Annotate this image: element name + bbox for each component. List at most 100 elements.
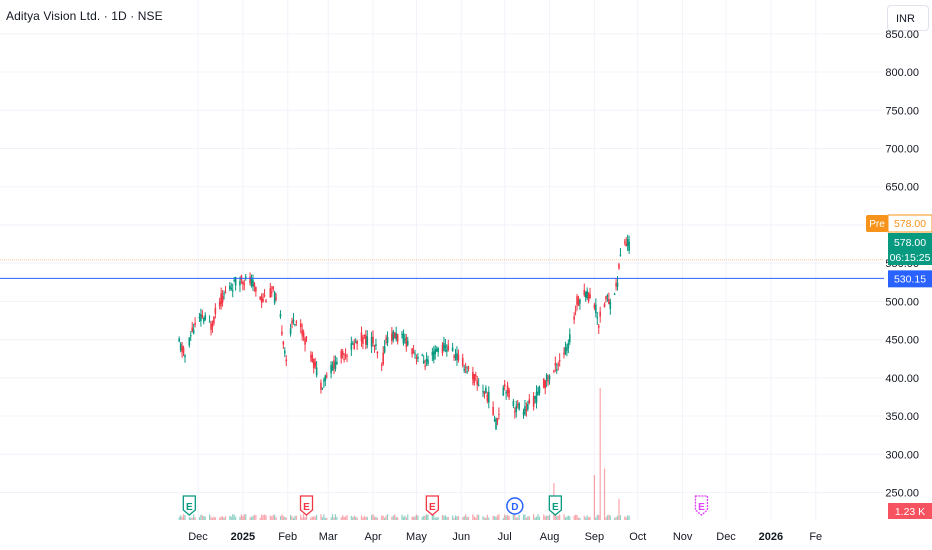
candle-body (626, 238, 629, 246)
volume-bar (372, 514, 374, 520)
candle-body (285, 359, 288, 362)
candle-body (334, 361, 337, 370)
volume-bar (255, 515, 257, 520)
volume-bar (340, 517, 342, 520)
volume-bar (566, 516, 568, 520)
earnings-marker[interactable] (425, 495, 440, 516)
x-axis-label: Mar (319, 531, 338, 543)
volume-bar (579, 517, 581, 520)
candle-body (333, 360, 335, 368)
candle-body (373, 344, 376, 347)
candle-body (606, 295, 609, 297)
x-axis-label: Sep (585, 531, 605, 543)
candle-body (386, 336, 389, 343)
volume-bar (586, 515, 588, 520)
volume-bar (452, 515, 454, 520)
candle-body (350, 343, 353, 350)
candle-body (425, 358, 428, 362)
volume-bar (524, 514, 526, 520)
volume-bar (599, 388, 601, 520)
candle-body (487, 391, 490, 403)
candle-body (304, 338, 306, 345)
candle-body (608, 299, 610, 304)
candle-body (391, 333, 393, 341)
volume-bar (182, 514, 185, 520)
candle-body (493, 419, 496, 421)
earnings-marker[interactable] (182, 495, 196, 516)
volume-bar (467, 517, 470, 520)
volume-bar (522, 514, 525, 520)
volume-bar (355, 516, 357, 520)
volume-bar (326, 517, 328, 520)
level-price-badge[interactable] (888, 270, 932, 288)
candle-body (563, 352, 565, 355)
candle-body (498, 413, 500, 415)
currency-button[interactable]: INR (887, 5, 929, 31)
volume-bar (272, 514, 274, 520)
volume-value: 1.23 K (895, 506, 925, 518)
volume-bar (517, 517, 519, 520)
volume-bar (336, 516, 338, 520)
volume-bar (211, 517, 214, 520)
volume-bar (381, 515, 383, 520)
candle-body (476, 380, 479, 385)
volume-bar (567, 515, 569, 520)
candle-body (259, 296, 262, 300)
volume-bar (316, 514, 318, 520)
volume-bar (405, 517, 407, 520)
volume-bar (323, 514, 325, 520)
volume-bar (609, 515, 611, 520)
candle-body (417, 356, 419, 359)
candle-body (370, 336, 373, 347)
volume-bar (574, 514, 577, 520)
candle-body (447, 345, 450, 350)
volume-bar (547, 515, 549, 520)
candle-body (346, 355, 348, 357)
volume-bar (486, 514, 488, 520)
candle-body (242, 281, 244, 285)
candle-body (260, 296, 263, 303)
candle-body (586, 290, 588, 299)
candle-body (263, 295, 266, 297)
volume-bar (624, 516, 626, 520)
candle-body (466, 371, 468, 373)
y-axis-label: 250.00 (885, 488, 919, 500)
candle-body (444, 345, 447, 348)
candle-body (555, 369, 558, 371)
y-axis-label: 400.00 (885, 373, 919, 385)
candle-body (528, 399, 531, 404)
volume-bar (446, 516, 448, 520)
volume-bar (382, 515, 384, 520)
candle-body (208, 321, 211, 323)
volume-bar (527, 516, 529, 520)
candle-body (380, 364, 383, 366)
candle-body (233, 279, 235, 281)
candle-body (544, 380, 547, 389)
volume-bar (437, 517, 439, 520)
volume-bar (261, 514, 263, 520)
candle-body (341, 351, 344, 356)
volume-bar (343, 516, 345, 520)
candle-body (189, 335, 192, 337)
volume-bar (454, 515, 457, 520)
volume-bar (203, 516, 205, 520)
earnings-marker[interactable] (299, 495, 314, 516)
candle-body (412, 351, 415, 354)
candle-body (545, 374, 548, 381)
candle-body (314, 362, 316, 367)
candle-body (599, 311, 601, 317)
volume-bar (588, 517, 590, 520)
volume-bar (589, 517, 591, 520)
earnings-marker[interactable] (694, 495, 709, 516)
candle-body (451, 347, 454, 351)
candle-body (311, 354, 314, 362)
volume-bar (384, 517, 386, 520)
earnings-marker[interactable] (548, 495, 562, 516)
dividend-marker[interactable] (506, 497, 524, 515)
candle-body (362, 337, 364, 344)
candle-body (421, 354, 424, 356)
candle-body (211, 323, 214, 328)
volume-bar (543, 514, 545, 520)
volume-bar (394, 514, 396, 520)
